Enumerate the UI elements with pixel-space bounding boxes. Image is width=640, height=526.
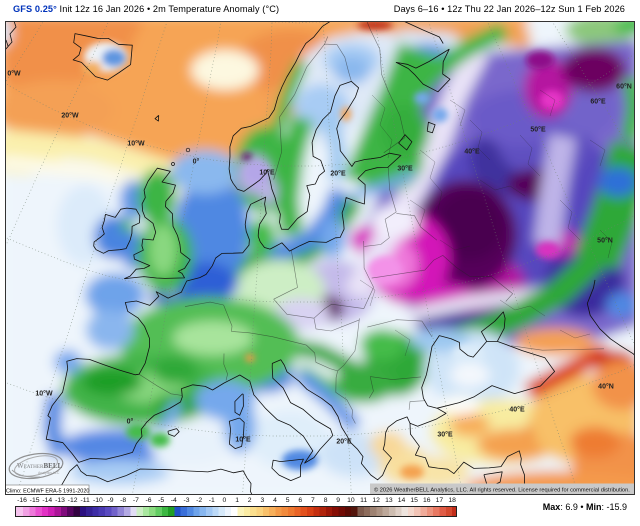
svg-text:50°E: 50°E [530,126,546,134]
svg-text:20°E: 20°E [330,170,346,178]
svg-text:© 2026 WeatherBELL Analytics,: © 2026 WeatherBELL Analytics, LLC. All r… [374,486,630,493]
svg-text:10°W: 10°W [127,140,145,148]
svg-text:20°E: 20°E [336,438,352,446]
svg-text:Climo: ECMWF ERA-5 1991-2020: Climo: ECMWF ERA-5 1991-2020 [6,489,89,495]
svg-text:30°E: 30°E [437,431,453,439]
svg-text:60°E: 60°E [590,98,606,106]
svg-text:50°N: 50°N [597,237,613,245]
svg-text:0°: 0° [127,418,134,426]
svg-text:20°W: 20°W [61,112,79,120]
svg-text:40°E: 40°E [464,148,480,156]
svg-text:Analytics LLC: Analytics LLC [38,471,60,475]
svg-text:0°: 0° [193,158,200,166]
svg-text:10°W: 10°W [35,390,53,398]
svg-text:0°W: 0°W [7,70,21,78]
svg-text:WEATHERBELL: WEATHERBELL [17,462,63,470]
svg-text:60°N: 60°N [616,83,632,91]
svg-text:40°E: 40°E [509,406,525,414]
svg-text:10°E: 10°E [235,436,251,444]
svg-text:10°E: 10°E [259,169,275,177]
svg-text:30°E: 30°E [397,165,413,173]
svg-text:40°N: 40°N [598,383,614,391]
